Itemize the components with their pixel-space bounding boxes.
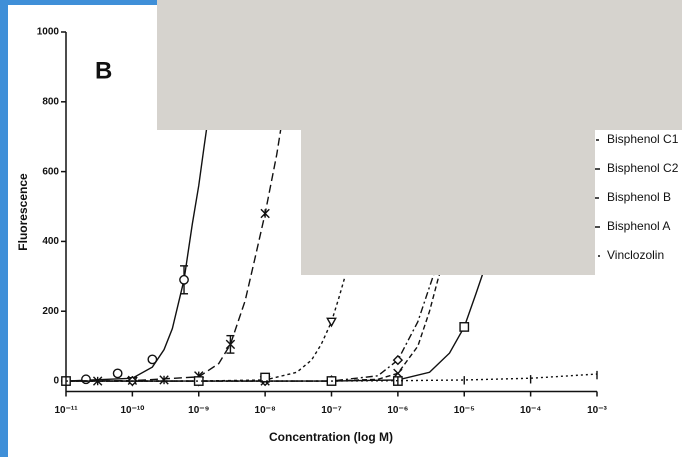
x-tick-label: 10⁻¹¹ [54, 405, 78, 416]
x-tick-label: 10⁻⁶ [387, 405, 408, 416]
frame-border [0, 0, 8, 457]
data-point [81, 374, 91, 385]
marker-part [459, 322, 470, 332]
data-point [147, 354, 158, 365]
legend-label: Bisphenol C2 [607, 161, 679, 175]
marker-part [326, 317, 337, 328]
data-point [459, 322, 470, 332]
marker-part [179, 274, 189, 285]
frame-border [0, 0, 157, 5]
data-point [112, 368, 123, 379]
y-tick-label: 600 [42, 166, 59, 177]
marker-part [392, 354, 404, 366]
marker-part [81, 374, 91, 385]
y-tick-label: 200 [42, 306, 59, 317]
fit-curve [66, 66, 293, 382]
y-tick-label: 1000 [37, 27, 60, 38]
y-axis-title: Fluorescence [16, 173, 30, 251]
data-point [225, 339, 236, 350]
plot-area: 0 200 400 600 800 1000 10⁻¹¹ 10⁻¹⁰ 10⁻⁹ 10⁻⁸ 10⁻⁷ 1… [37, 27, 608, 417]
data-point [260, 208, 270, 219]
x-axis-title: Concentration (log M) [269, 430, 393, 444]
data-point [326, 317, 337, 328]
x-tick-label: 10⁻⁸ [255, 405, 276, 416]
legend-label: Bisphenol A [607, 219, 670, 233]
legend-label: Bisphenol C1 [607, 132, 679, 146]
x-tick-label: 10⁻⁵ [454, 405, 475, 416]
panel-label: B [95, 57, 112, 84]
data-point [179, 274, 189, 285]
marker-part [147, 354, 158, 365]
occluding-box [301, 130, 595, 275]
legend-label: Bisphenol B [607, 190, 671, 204]
marker-part [112, 368, 123, 379]
fit-curve [66, 373, 597, 382]
x-tick-label: 10⁻¹⁰ [121, 405, 145, 416]
data-point [392, 354, 404, 366]
x-tick-label: 10⁻³ [587, 405, 607, 416]
y-tick-label: 400 [42, 236, 59, 247]
y-tick-label: 800 [42, 96, 59, 107]
y-tick-label: 0 [53, 376, 59, 387]
x-tick-label: 10⁻⁷ [321, 405, 342, 416]
data-point [260, 372, 271, 383]
x-tick-label: 10⁻⁴ [520, 405, 541, 416]
legend-label: Vinclozolin [607, 248, 664, 262]
x-tick-label: 10⁻⁹ [188, 405, 209, 416]
marker-part [260, 372, 271, 383]
occluding-box [157, 0, 682, 130]
data-point [159, 375, 169, 385]
